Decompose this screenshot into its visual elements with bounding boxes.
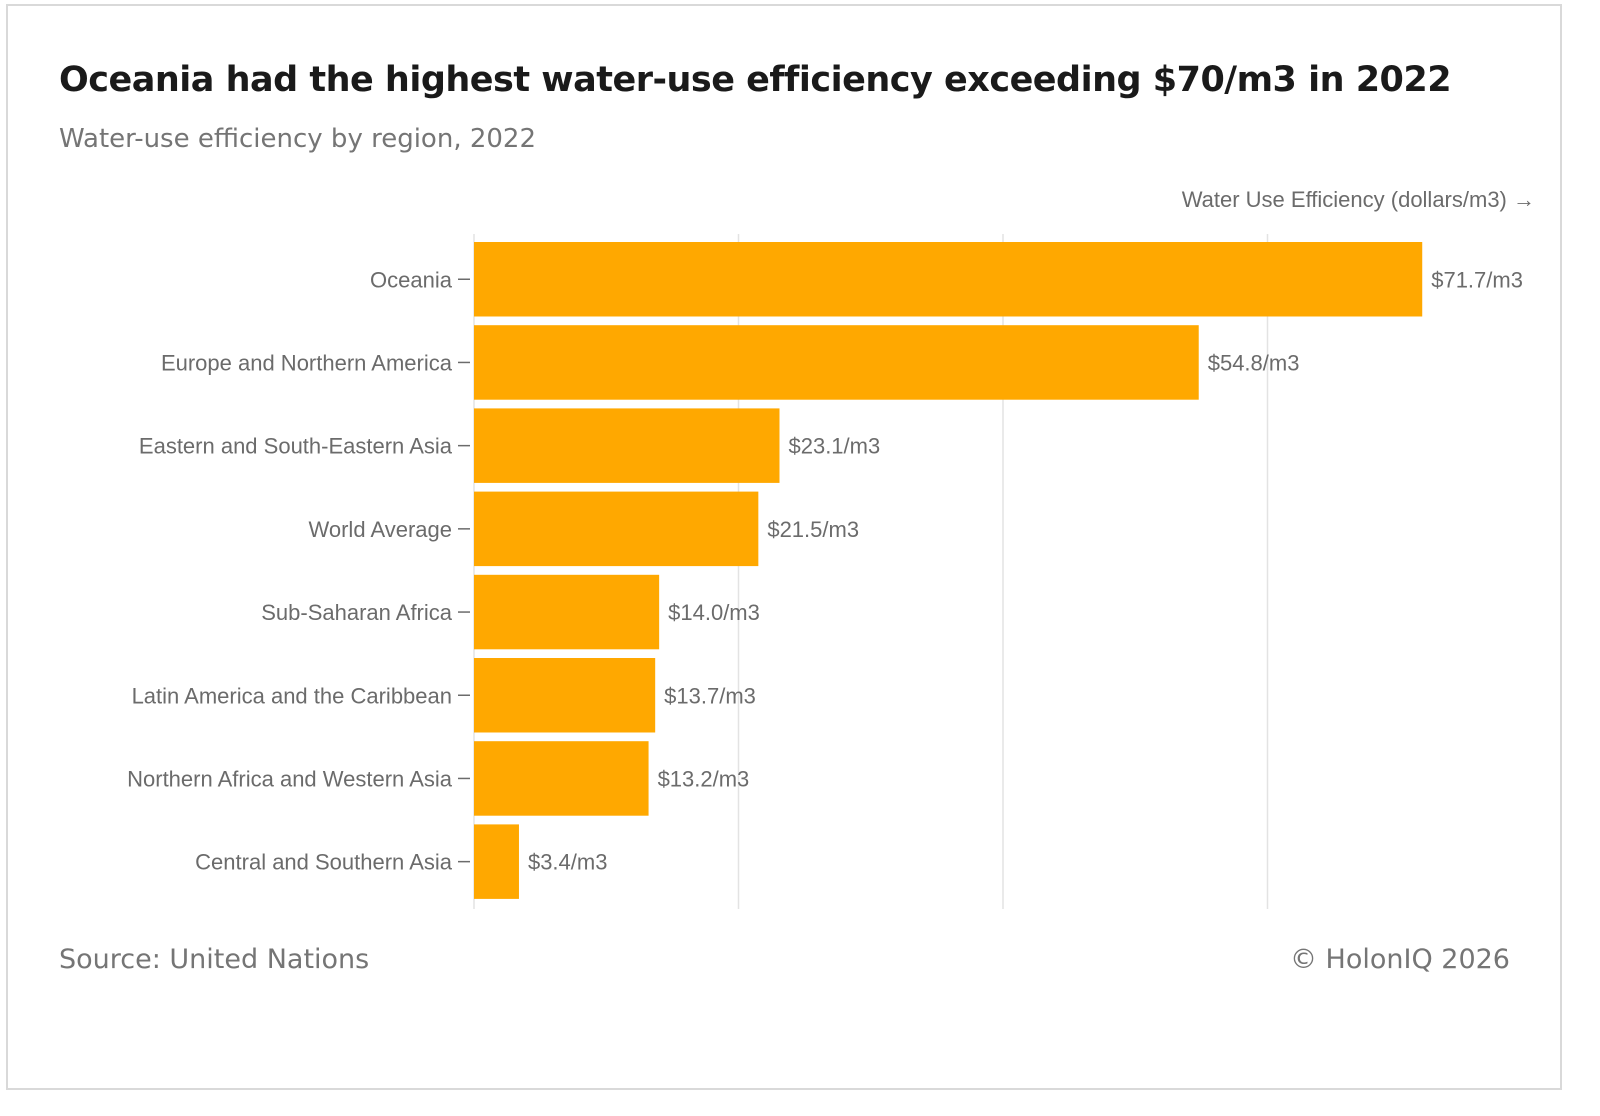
copyright-note: © HolonIQ 2026 [1289, 944, 1510, 975]
category-label-7: Central and Southern Asia [195, 850, 453, 875]
bar-1 [474, 325, 1199, 400]
bar-3 [474, 491, 759, 567]
chart-card: Oceania had the highest water-use effici… [6, 4, 1562, 1090]
value-label-4: $14.0/m3 [668, 600, 760, 625]
value-label-0: $71.7/m3 [1431, 267, 1523, 292]
bar-5 [474, 658, 656, 733]
value-label-7: $3.4/m3 [528, 850, 608, 875]
value-label-3: $21.5/m3 [767, 517, 859, 542]
value-label-2: $23.1/m3 [788, 434, 880, 459]
source-note: Source: United Nations [59, 944, 370, 975]
chart-subtitle: Water-use efficiency by region, 2022 [59, 124, 537, 154]
bars [474, 242, 1423, 899]
category-label-4: Sub-Saharan Africa [261, 600, 453, 625]
category-label-6: Northern Africa and Western Asia [127, 766, 453, 791]
bar-0 [474, 242, 1423, 317]
labels: Oceania $71.7/m3 Europe and Northern Ameri… [127, 267, 1523, 874]
chart-title: Oceania had the highest water-use effici… [59, 60, 1452, 100]
value-label-6: $13.2/m3 [658, 766, 750, 791]
bar-2 [474, 408, 780, 483]
category-label-3: World Average [309, 517, 453, 542]
category-label-0: Oceania [370, 267, 453, 292]
bar-6 [474, 741, 649, 816]
bar-7 [474, 824, 519, 899]
category-label-2: Eastern and South-Eastern Asia [139, 434, 453, 459]
value-label-5: $13.7/m3 [664, 683, 756, 708]
category-label-1: Europe and Northern America [161, 350, 453, 375]
category-label-5: Latin America and the Caribbean [132, 683, 452, 708]
value-label-1: $54.8/m3 [1208, 350, 1300, 375]
bar-4 [474, 574, 660, 650]
x-axis-title: Water Use Efficiency (dollars/m3) → [1182, 187, 1535, 212]
